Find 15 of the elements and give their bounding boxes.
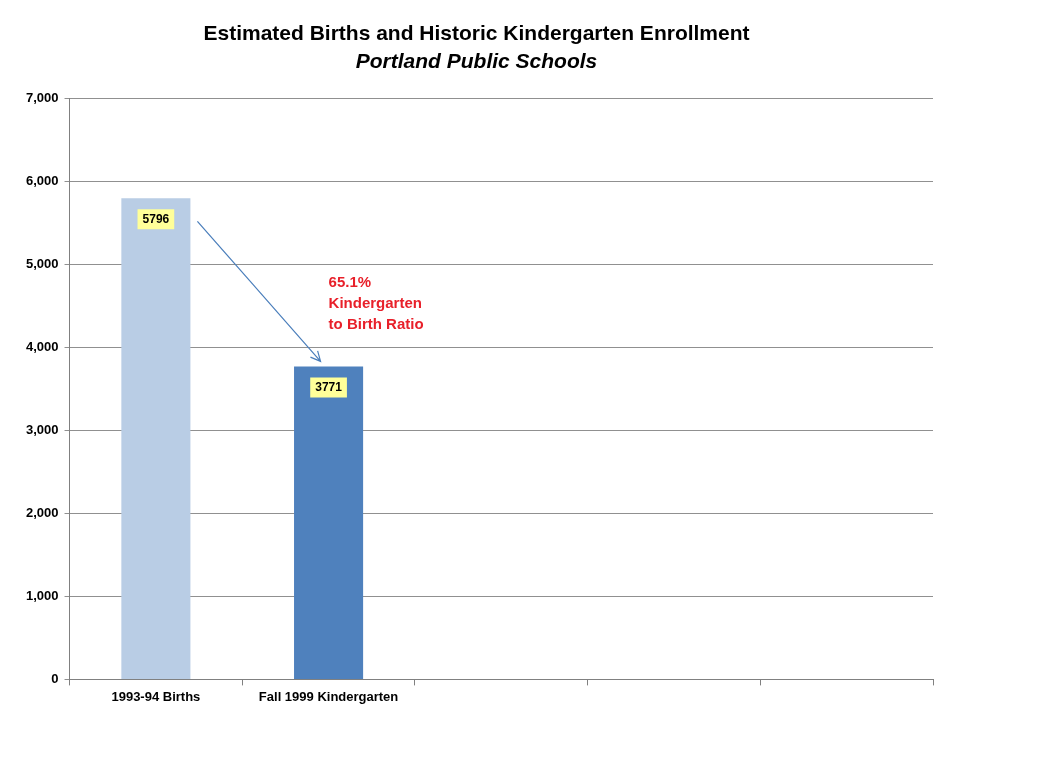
data-label: 5796 — [142, 211, 170, 226]
data-label: 3771 — [315, 379, 343, 394]
y-tick-label: 2,000 — [25, 504, 59, 520]
y-tick-label: 1,000 — [25, 587, 59, 603]
y-tick-label: 7,000 — [25, 89, 59, 105]
x-tick-label: Fall 1999 Kindergarten — [258, 688, 399, 704]
chart-subtitle: Portland Public Schools — [355, 48, 598, 72]
y-tick-label: 3,000 — [25, 421, 59, 437]
y-tick-label: 6,000 — [25, 172, 59, 188]
x-tick-label: 1993-94 Births — [111, 688, 201, 704]
annotation: 65.1% Kindergarten to Birth Ratio — [328, 273, 424, 333]
y-tick-label: 0 — [51, 670, 59, 686]
y-tick-label: 5,000 — [25, 255, 59, 271]
y-tick-label: 4,000 — [25, 338, 59, 354]
chart-title: Estimated Births and Historic Kindergarten Enrollment — [203, 21, 750, 45]
